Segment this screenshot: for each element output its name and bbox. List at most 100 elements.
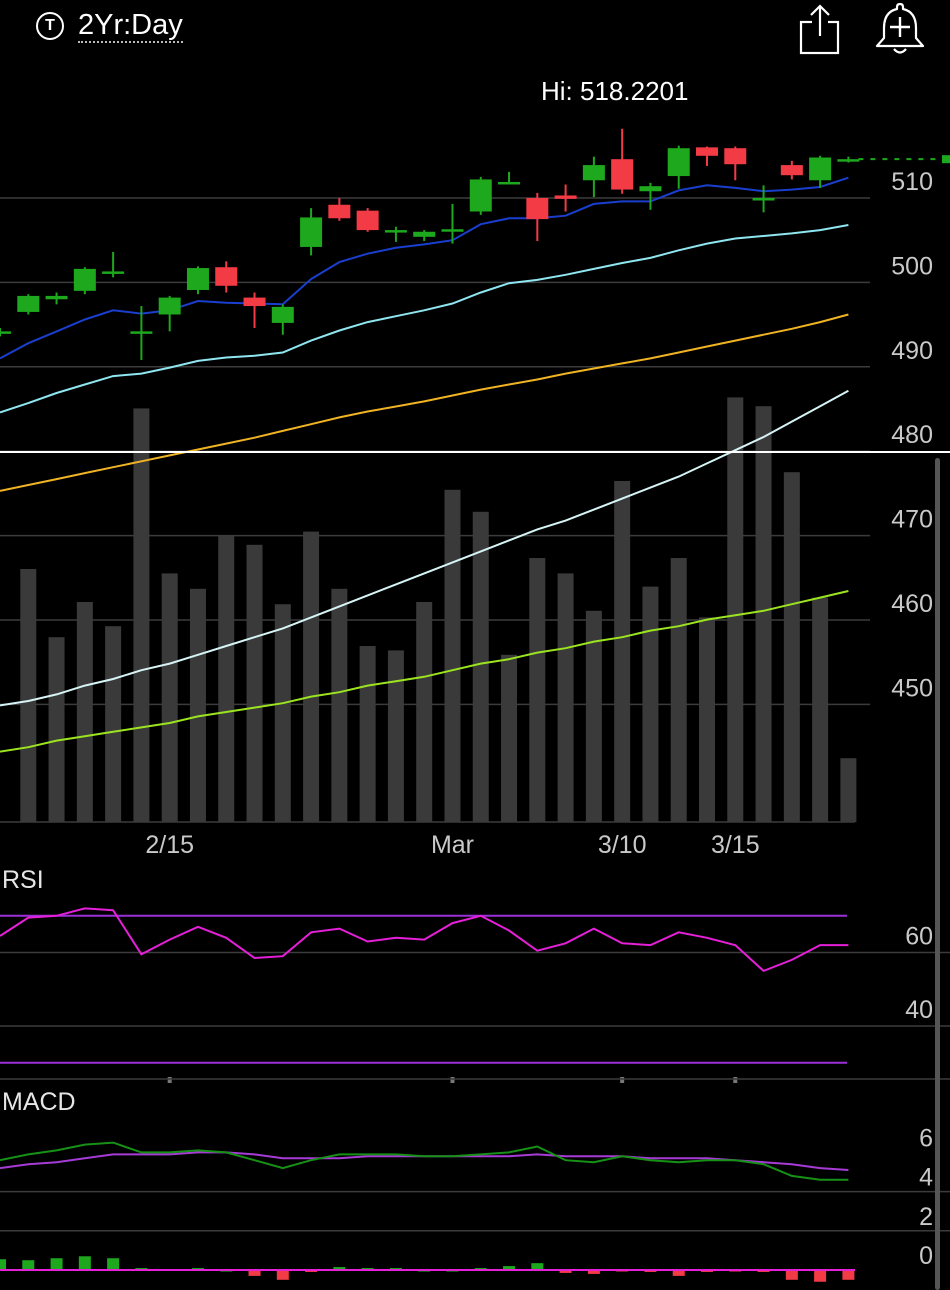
rsi-line xyxy=(0,907,849,973)
macd-tick-label: 4 xyxy=(919,1164,933,1192)
range-type-icon: T xyxy=(36,12,64,40)
date-tick-label: 3/15 xyxy=(711,831,760,859)
volume-bar xyxy=(472,511,489,822)
volume-bar xyxy=(161,573,178,822)
macd-panel-label: MACD xyxy=(2,1088,76,1116)
macd-histogram-bar xyxy=(785,1270,798,1280)
scrollbar[interactable] xyxy=(935,458,940,1290)
add-alert-button[interactable] xyxy=(872,0,928,58)
candle-body xyxy=(441,229,464,232)
volume-average-lines xyxy=(0,389,849,753)
candle-body xyxy=(73,268,96,291)
volume-bar xyxy=(812,597,829,822)
volume-bar xyxy=(755,406,772,822)
candle-body xyxy=(243,297,266,307)
volume-bar xyxy=(642,586,659,822)
candle-body xyxy=(102,271,125,274)
volume-bar xyxy=(387,650,404,822)
candle-body xyxy=(667,148,690,177)
macd-tick-label: 2 xyxy=(919,1203,933,1231)
macd-histogram-bar xyxy=(814,1270,827,1282)
candle-body xyxy=(130,331,153,334)
candle-body xyxy=(809,157,832,181)
macd-histogram-bar xyxy=(276,1270,289,1280)
candle-body xyxy=(300,217,323,247)
top-toolbar: T 2Yr:Day xyxy=(0,0,950,56)
candle-body xyxy=(469,179,492,212)
volume-bar xyxy=(840,758,857,822)
date-tick-label: 3/10 xyxy=(598,831,647,859)
last-price-marker xyxy=(942,155,950,164)
volume-bar xyxy=(133,408,150,822)
rsi-tick-label: 60 xyxy=(905,923,933,951)
macd-line xyxy=(0,1141,849,1181)
moving-average-lines xyxy=(0,176,849,492)
volume-bar xyxy=(303,531,320,822)
price-tick-label: 510 xyxy=(891,168,933,196)
candle-body xyxy=(17,295,40,312)
volume-bar xyxy=(501,654,518,822)
price-tick-label: 500 xyxy=(891,252,933,280)
macd-histogram-bar xyxy=(0,1259,6,1270)
volume-bar xyxy=(557,573,574,822)
price-axis-labels: 510 500 490 480 470 460 450 xyxy=(891,168,933,702)
high-price-annotation: Hi: 518.2201 xyxy=(541,76,689,106)
macd-histogram-bar xyxy=(50,1258,63,1270)
date-tick-label: 2/15 xyxy=(145,831,194,859)
macd-histogram-bar xyxy=(587,1270,600,1274)
macd-histogram-bar xyxy=(248,1270,261,1276)
price-tick-label: 480 xyxy=(891,421,933,449)
macd-histogram-bar xyxy=(333,1267,346,1270)
volume-bar xyxy=(105,626,122,822)
rsi-panel-label: RSI xyxy=(2,866,44,894)
candle-body xyxy=(186,268,209,290)
volume-average-fast-line xyxy=(0,389,849,707)
candle-body xyxy=(526,198,549,220)
time-range-selector[interactable]: T 2Yr:Day xyxy=(36,8,183,44)
macd-histogram-bar xyxy=(559,1270,572,1273)
candle-body xyxy=(696,147,718,156)
price-tick-label: 470 xyxy=(891,506,933,534)
rsi-tick-label: 40 xyxy=(905,996,933,1024)
date-tick-label: Mar xyxy=(431,831,474,859)
candle-body xyxy=(582,165,605,181)
candle-body xyxy=(45,295,68,300)
time-range-label: 2Yr:Day xyxy=(78,9,183,43)
macd-panel: MACD 6 4 2 0 xyxy=(0,1088,950,1282)
candle-body xyxy=(271,306,294,323)
macd-histogram-bar xyxy=(107,1258,120,1270)
volume-bar xyxy=(359,646,376,822)
candle-body xyxy=(611,159,634,190)
volume-bar xyxy=(529,558,546,822)
candle-body xyxy=(356,210,379,231)
candlesticks xyxy=(0,128,950,361)
date-axis-labels: 2/15 Mar 3/10 3/15 xyxy=(145,831,760,1083)
moving-average-fast-line xyxy=(0,176,849,360)
candle-body xyxy=(498,181,521,185)
price-tick-label: 460 xyxy=(891,590,933,618)
volume-bar xyxy=(331,588,348,822)
candle-body xyxy=(0,331,11,334)
volume-bar xyxy=(416,602,433,822)
candle-body xyxy=(780,165,803,176)
candle-body xyxy=(554,195,577,199)
candle-body xyxy=(752,198,775,201)
volume-bar xyxy=(189,588,206,822)
price-tick-label: 490 xyxy=(891,337,933,365)
macd-histogram-bar xyxy=(842,1270,855,1280)
macd-histogram-bar xyxy=(22,1260,35,1270)
macd-tick-label: 6 xyxy=(919,1124,933,1152)
volume-bar xyxy=(76,602,93,822)
volume-bar xyxy=(670,558,687,822)
moving-average-mid-line xyxy=(0,224,849,414)
candle-body xyxy=(413,231,436,237)
macd-histogram-bar xyxy=(78,1256,91,1270)
volume-bar xyxy=(783,472,800,822)
macd-histogram-bar xyxy=(531,1263,544,1270)
candle-body xyxy=(384,230,407,233)
volume-bar xyxy=(218,536,235,822)
candle-body xyxy=(158,297,181,315)
share-button[interactable] xyxy=(798,2,842,56)
macd-histogram-bar xyxy=(503,1266,516,1270)
